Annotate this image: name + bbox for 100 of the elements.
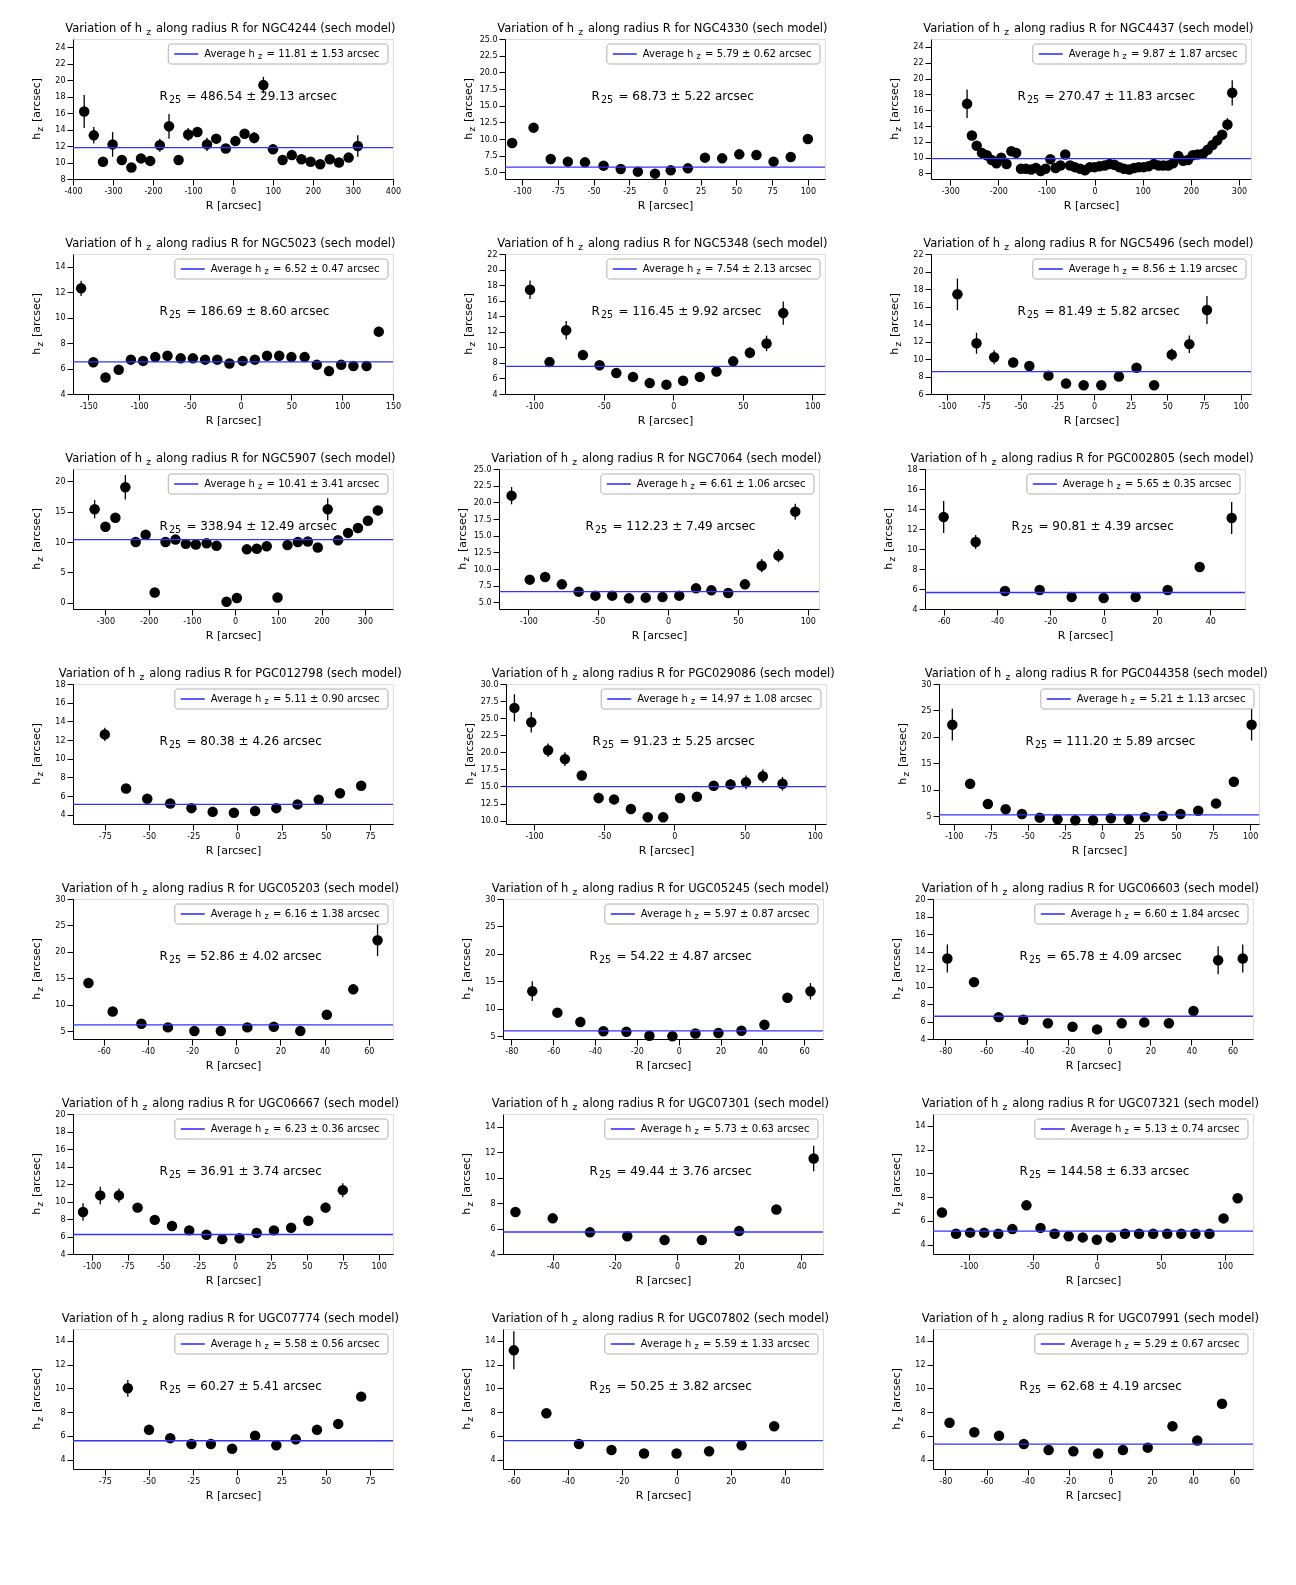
y-tick-label: 6 [60, 1232, 66, 1241]
y-axis-title: hz [arcsec] [882, 507, 898, 570]
point [1098, 592, 1109, 604]
point [1021, 1200, 1032, 1211]
y-tick-label: 18 [913, 284, 924, 294]
y-axis-title: hz [arcsec] [890, 937, 906, 1000]
point [251, 543, 263, 554]
y-tick-label: 30 [485, 894, 496, 904]
point [348, 984, 359, 995]
x-tick-label: -60 [980, 1046, 994, 1056]
y-tick-label: 22 [55, 59, 66, 69]
x-tick-label: -40 [562, 1476, 576, 1486]
point [107, 1006, 118, 1017]
y-tick-label: 10.0 [473, 564, 492, 574]
point [1060, 149, 1071, 160]
point [608, 794, 620, 805]
point [1007, 357, 1019, 368]
point [1040, 163, 1051, 174]
x-tick-label: 300 [357, 616, 374, 626]
point [623, 593, 635, 604]
y-tick-label: 12 [55, 1360, 66, 1370]
x-tick-label: 50 [286, 401, 298, 411]
point [1113, 371, 1125, 382]
point [180, 538, 192, 550]
point [372, 505, 384, 516]
point [166, 1220, 178, 1232]
y-axis-title: hz [arcsec] [896, 722, 912, 785]
point [143, 1424, 155, 1436]
point [239, 128, 250, 139]
point [241, 544, 253, 555]
x-tick-label: 20 [275, 1046, 287, 1056]
x-axis-title: R [arcsec] [1057, 628, 1114, 642]
x-tick-label: 50 [302, 1261, 313, 1271]
x-tick-label: -60 [980, 1476, 994, 1486]
point [1194, 561, 1205, 573]
x-tick-label: 40 [319, 1046, 331, 1056]
point [83, 977, 94, 989]
y-tick-label: 15 [485, 976, 496, 986]
x-tick-label: 20 [1152, 616, 1163, 626]
x-tick-label: 50 [731, 186, 743, 196]
point [333, 157, 345, 168]
y-tick-label: 10 [485, 1004, 496, 1014]
point [150, 351, 161, 363]
x-tick-label: 40 [1205, 616, 1216, 626]
point [142, 793, 153, 805]
point [964, 778, 976, 790]
point [1043, 370, 1054, 381]
x-tick-label: -100 [960, 1261, 979, 1271]
y-tick-label: 12 [485, 1147, 496, 1157]
y-tick-label: 14 [487, 311, 498, 321]
x-tick-label: -40 [142, 1046, 156, 1056]
x-tick-label: 0 [230, 186, 237, 196]
x-tick-label: 0 [235, 1476, 241, 1486]
point [282, 539, 293, 551]
y-tick-label: 10 [913, 153, 924, 163]
y-tick-label: 16 [913, 105, 924, 115]
y-tick-label: 8 [490, 1198, 496, 1208]
point [644, 377, 655, 389]
point [1078, 380, 1089, 391]
point [321, 1009, 333, 1020]
x-tick-label: -20 [1062, 1046, 1076, 1056]
x-axis-title: R [arcsec] [635, 1273, 692, 1287]
y-tick-label: 12.5 [473, 547, 492, 557]
point [659, 1234, 670, 1246]
point [1210, 798, 1222, 809]
x-tick-label: -200 [140, 616, 159, 626]
point [1068, 1445, 1079, 1457]
point [606, 1444, 617, 1456]
y-axis-title: hz [arcsec] [460, 937, 476, 1000]
x-tick-label: -100 [519, 616, 538, 626]
x-tick-label: -20 [608, 1261, 622, 1271]
point [575, 1016, 586, 1028]
y-tick-label: 10 [55, 1197, 66, 1206]
point [1232, 1193, 1243, 1204]
x-tick-label: 60 [364, 1046, 375, 1056]
point [993, 1430, 1005, 1442]
point [1066, 591, 1077, 603]
point [999, 585, 1011, 597]
y-axis-title: hz [arcsec] [30, 1152, 46, 1215]
x-axis-title: R [arcsec] [205, 628, 262, 642]
point [942, 953, 953, 964]
x-tick-label: 25 [696, 186, 707, 196]
point [1000, 803, 1011, 815]
y-axis-title: hz [arcsec] [890, 1152, 906, 1215]
y-tick-label: 20.0 [473, 497, 492, 507]
x-tick-label: -50 [142, 831, 157, 841]
y-tick-label: 4 [912, 604, 918, 614]
x-tick-label: -40 [1021, 1476, 1036, 1486]
point [211, 540, 222, 551]
point [186, 1438, 197, 1450]
y-tick-label: 12 [55, 735, 66, 745]
y-tick-label: 8 [60, 174, 66, 184]
x-tick-label: -150 [79, 401, 98, 411]
x-tick-label: -100 [938, 401, 957, 411]
y-tick-label: 10 [55, 537, 66, 547]
point [768, 1421, 780, 1432]
y-tick-label: 14 [485, 1336, 496, 1346]
point [323, 365, 335, 377]
point [649, 168, 661, 179]
y-tick-label: 20 [55, 947, 66, 957]
